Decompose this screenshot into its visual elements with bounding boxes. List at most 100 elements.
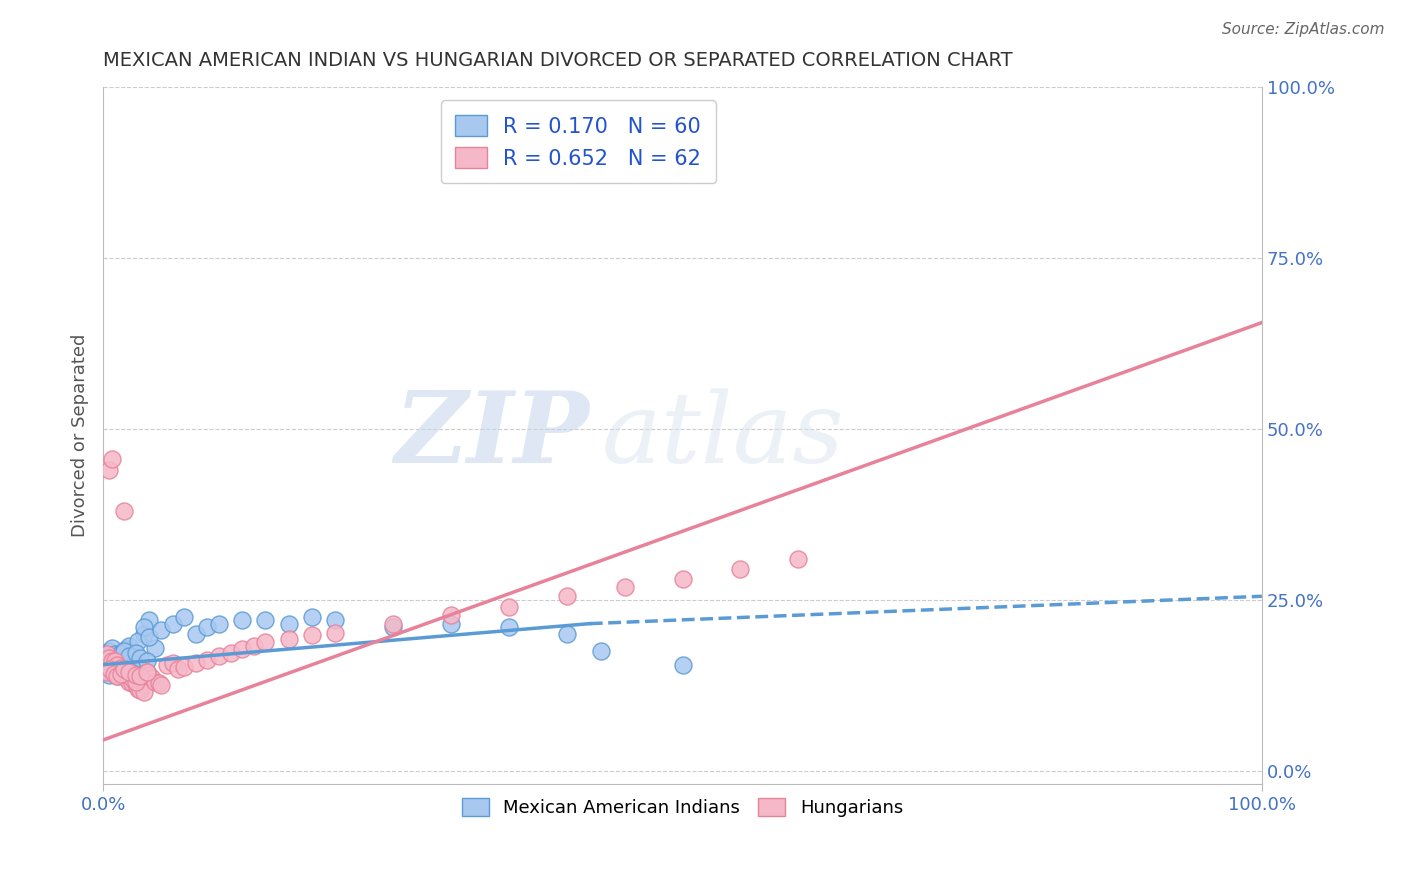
Point bbox=[136, 665, 159, 679]
Point bbox=[129, 669, 152, 683]
Point bbox=[103, 653, 125, 667]
Point bbox=[150, 624, 173, 638]
Point bbox=[323, 625, 346, 640]
Point bbox=[129, 650, 152, 665]
Point bbox=[112, 504, 135, 518]
Point bbox=[104, 661, 127, 675]
Point bbox=[96, 648, 118, 662]
Point bbox=[136, 665, 159, 679]
Point bbox=[219, 646, 242, 660]
Point bbox=[110, 666, 132, 681]
Point bbox=[117, 668, 139, 682]
Point bbox=[323, 613, 346, 627]
Point bbox=[117, 639, 139, 653]
Point bbox=[132, 685, 155, 699]
Point bbox=[242, 639, 264, 653]
Point bbox=[254, 635, 277, 649]
Point bbox=[97, 650, 120, 665]
Point bbox=[124, 646, 146, 660]
Point bbox=[498, 620, 520, 634]
Point bbox=[208, 616, 231, 631]
Point bbox=[97, 668, 120, 682]
Point bbox=[117, 648, 139, 663]
Point bbox=[96, 654, 118, 668]
Point bbox=[117, 674, 139, 689]
Text: atlas: atlas bbox=[602, 388, 844, 483]
Point bbox=[105, 661, 128, 675]
Point bbox=[671, 572, 693, 586]
Point bbox=[381, 620, 404, 634]
Point bbox=[141, 672, 163, 686]
Point bbox=[167, 663, 190, 677]
Point bbox=[121, 672, 143, 686]
Point bbox=[115, 665, 138, 679]
Point bbox=[112, 668, 135, 682]
Point bbox=[121, 654, 143, 668]
Point bbox=[110, 665, 132, 679]
Point bbox=[277, 616, 299, 631]
Point bbox=[613, 580, 636, 594]
Point bbox=[208, 648, 231, 663]
Point bbox=[124, 668, 146, 682]
Point bbox=[117, 653, 139, 667]
Point bbox=[148, 676, 170, 690]
Point bbox=[97, 644, 120, 658]
Point bbox=[96, 665, 118, 679]
Point bbox=[98, 650, 121, 665]
Point bbox=[231, 613, 253, 627]
Point bbox=[115, 656, 138, 670]
Point bbox=[124, 657, 146, 672]
Point bbox=[381, 616, 404, 631]
Point bbox=[101, 654, 124, 668]
Point bbox=[162, 616, 184, 631]
Point bbox=[115, 642, 138, 657]
Point bbox=[97, 463, 120, 477]
Point bbox=[136, 654, 159, 668]
Point bbox=[104, 654, 127, 668]
Text: MEXICAN AMERICAN INDIAN VS HUNGARIAN DIVORCED OR SEPARATED CORRELATION CHART: MEXICAN AMERICAN INDIAN VS HUNGARIAN DIV… bbox=[103, 51, 1012, 70]
Point bbox=[254, 613, 277, 627]
Point bbox=[143, 640, 166, 655]
Point bbox=[127, 661, 149, 675]
Point bbox=[110, 666, 132, 681]
Point bbox=[143, 674, 166, 689]
Point bbox=[98, 663, 121, 677]
Point bbox=[112, 648, 135, 663]
Point bbox=[110, 661, 132, 675]
Y-axis label: Divorced or Separated: Divorced or Separated bbox=[72, 334, 89, 537]
Point bbox=[105, 650, 128, 665]
Point bbox=[103, 666, 125, 681]
Point bbox=[129, 683, 152, 698]
Point bbox=[124, 672, 146, 686]
Point bbox=[112, 663, 135, 677]
Point bbox=[112, 663, 135, 677]
Point bbox=[121, 668, 143, 682]
Point bbox=[555, 627, 578, 641]
Point bbox=[101, 452, 124, 467]
Point bbox=[105, 656, 128, 670]
Text: Source: ZipAtlas.com: Source: ZipAtlas.com bbox=[1222, 22, 1385, 37]
Point bbox=[124, 674, 146, 689]
Point bbox=[787, 551, 810, 566]
Point bbox=[197, 653, 219, 667]
Point bbox=[127, 681, 149, 696]
Point bbox=[231, 642, 253, 657]
Point bbox=[110, 646, 132, 660]
Point bbox=[440, 607, 463, 622]
Text: ZIP: ZIP bbox=[395, 387, 589, 483]
Point bbox=[277, 632, 299, 647]
Point bbox=[591, 644, 613, 658]
Point bbox=[105, 665, 128, 679]
Point bbox=[138, 668, 160, 682]
Point bbox=[115, 672, 138, 686]
Point bbox=[138, 613, 160, 627]
Point bbox=[197, 620, 219, 634]
Point bbox=[101, 654, 124, 668]
Point bbox=[440, 616, 463, 631]
Point bbox=[124, 678, 146, 692]
Point bbox=[132, 627, 155, 641]
Point bbox=[498, 599, 520, 614]
Point bbox=[162, 656, 184, 670]
Point bbox=[138, 630, 160, 644]
Point bbox=[105, 669, 128, 683]
